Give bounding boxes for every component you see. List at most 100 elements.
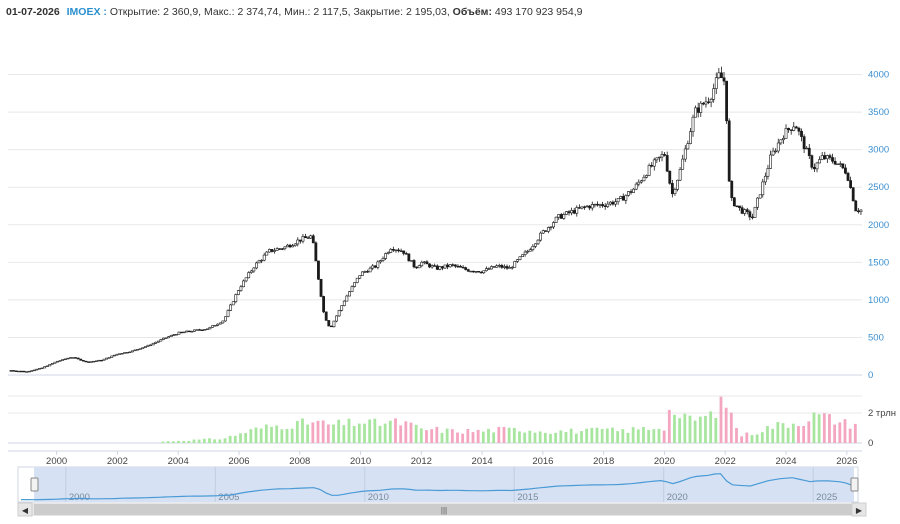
candle [164,337,168,339]
volume-bar [797,426,800,443]
y-tick-label: 2500 [868,182,889,193]
volume-bar [197,439,201,443]
candle [25,371,28,373]
candle [753,206,757,218]
candle [735,205,739,207]
candle [288,244,292,248]
volume-bar [538,431,542,443]
volume-bar [394,418,397,443]
candle [665,155,669,172]
volume-bar [714,417,718,443]
candle [438,266,442,270]
volume-bar [621,429,625,443]
volume-label: Объём: [452,6,492,18]
candle [740,207,744,214]
candle [518,256,522,261]
candle [588,205,592,209]
scrollbar-thumb[interactable] [34,504,854,515]
volume-bar [301,418,304,443]
candle [660,154,664,158]
candle [322,296,326,313]
x-tick-label: 2012 [411,456,432,467]
volume-bar [337,419,341,443]
candle [802,136,806,150]
volume-bar [626,432,630,443]
candle [329,325,333,328]
candle [608,201,612,205]
candle [565,211,568,215]
candle [71,357,75,359]
volume-bar [838,422,842,443]
candle [324,311,328,321]
candle [784,128,788,139]
volume-bar [497,426,501,443]
candle [58,360,62,362]
volume-bar [342,425,346,443]
navigator-year-label: 2015 [517,492,538,503]
volume-bar [419,428,423,443]
volume-bar [404,421,408,443]
candle [97,359,101,362]
candle [846,172,850,181]
volume-bar [326,424,330,443]
navigator-left-handle[interactable] [30,477,39,492]
candle [794,126,798,129]
scroll-left-button[interactable] [17,502,33,517]
volume-bar [254,427,258,443]
candle [218,322,222,325]
candle [658,156,661,159]
candle [399,250,403,252]
candle [596,203,599,206]
candle [557,214,561,218]
navigator-right-handle[interactable] [850,477,859,492]
candle [546,227,550,232]
candle [342,300,346,306]
candle [340,305,344,311]
volume-bar [218,439,222,443]
candle [676,179,679,190]
close-label: Закрытие: [353,6,404,18]
volume-bar [213,439,217,443]
volume-bar [574,433,578,443]
candle [448,264,452,268]
navigator-year-label: 2025 [816,492,837,503]
volume-bar [368,419,372,443]
volume-tick-label: 0 [868,438,873,449]
x-tick-label: 2008 [289,456,310,467]
candle [779,139,783,144]
candle [234,294,238,302]
candle [598,204,602,206]
candle [825,155,829,160]
candle [717,72,721,79]
candle [249,270,253,273]
candle [722,77,726,82]
navigator[interactable]: 2000 2005 2010 2015 2020 2025 [17,466,859,503]
candle [474,271,478,273]
scrollbar[interactable]: ||| ◀ ▶ [17,502,867,517]
volume-bar [564,431,568,443]
candle [17,370,21,373]
candle [231,301,235,306]
candle [386,252,390,254]
candle [508,267,512,269]
navigator-selection[interactable] [34,467,854,502]
candle [224,316,227,322]
candle [301,236,305,242]
candle [304,236,307,238]
scroll-right-button[interactable] [851,502,867,517]
volume-bar [445,428,449,443]
volume-bar [704,415,707,443]
candle [616,197,620,203]
candle [699,102,703,113]
candle [805,147,809,150]
candle [725,80,729,122]
candle [709,98,713,103]
volume-bar [502,426,506,443]
volume-bar [812,412,816,443]
volume-bar [585,428,589,443]
candle [627,191,630,196]
volume-bar [786,427,790,443]
volume-bar [729,412,733,443]
candle [102,358,106,361]
